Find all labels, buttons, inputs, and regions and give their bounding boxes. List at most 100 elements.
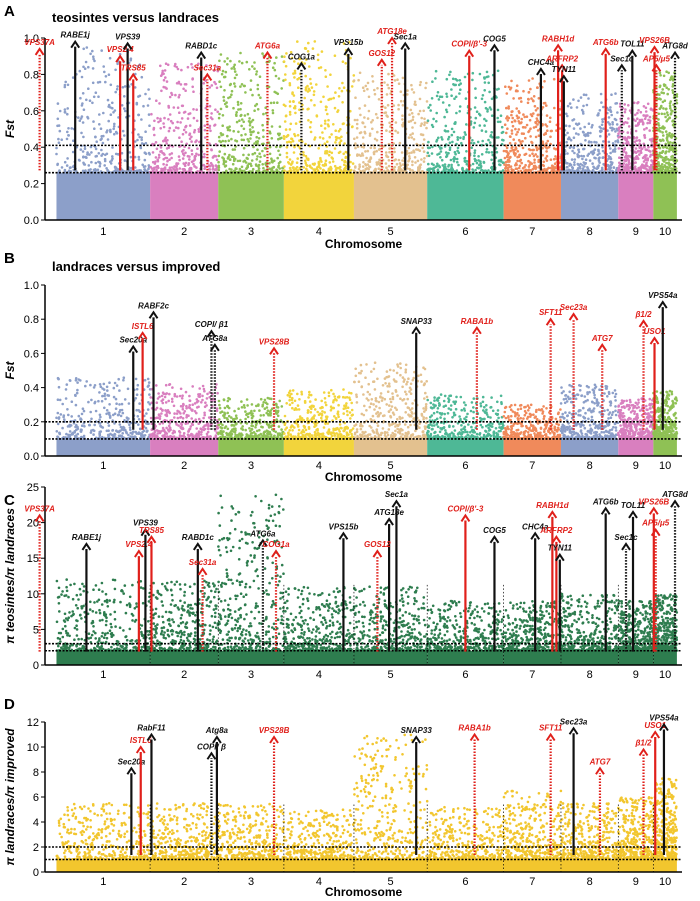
data-point [545,154,549,158]
data-point [399,99,403,103]
data-point [222,162,225,166]
data-point [162,125,166,129]
data-point [589,131,592,135]
data-point [148,124,151,127]
data-point [250,428,254,431]
data-point [530,114,534,118]
data-point [244,417,247,421]
data-point [177,80,181,84]
data-point [266,430,270,433]
data-point [536,107,539,110]
data-point [401,169,404,172]
data-point [219,53,223,56]
data-point [123,95,126,98]
data-point [537,97,541,100]
data-point [111,157,114,160]
data-point [336,110,339,114]
data-point [57,377,60,381]
data-point [462,135,466,139]
data-point [284,114,288,118]
data-point [431,125,435,129]
data-point [333,106,337,110]
data-point [451,140,454,144]
data-point [140,136,143,139]
data-point [259,414,263,417]
data-point [395,162,399,166]
data-point [276,92,280,96]
data-point [410,83,413,87]
data-point [56,435,59,439]
data-point [532,112,535,115]
data-point [366,149,370,153]
data-point [374,112,378,116]
data-point [357,153,361,157]
data-point [176,106,180,109]
data-point [361,165,365,168]
data-point [473,149,477,152]
data-point [62,414,66,417]
data-point [136,138,139,142]
data-point [66,130,69,134]
data-point [507,107,511,110]
data-point [646,157,650,160]
data-point [155,401,159,405]
data-point [543,167,546,171]
data-point [288,100,292,103]
data-point [479,160,482,163]
data-point [151,151,155,154]
data-point [280,405,284,408]
data-point [384,111,388,114]
data-point [517,155,521,158]
data-point [416,159,420,163]
data-point [91,67,95,70]
data-point [516,150,520,153]
data-point [258,160,262,163]
data-point [496,69,500,73]
data-point [71,431,75,435]
data-point [293,145,296,149]
data-point [86,117,90,120]
data-point [112,111,115,114]
data-point [455,79,459,82]
data-point [270,157,273,160]
data-point [97,95,100,98]
data-point [521,140,524,143]
data-point [183,164,187,167]
data-point [508,135,512,138]
data-point [195,400,199,404]
data-point [172,167,176,171]
data-point [657,161,660,164]
data-point [173,392,177,396]
data-point [662,107,665,110]
data-point [150,112,153,116]
data-point [119,414,123,418]
data-point [246,157,249,160]
data-point [109,162,113,165]
data-point [81,407,85,411]
data-point [412,138,416,141]
data-point [169,119,173,123]
data-point [438,152,441,155]
data-point [316,58,320,62]
data-point [112,395,116,399]
data-point [584,133,588,136]
data-point [207,416,211,419]
data-point [146,429,149,433]
data-point [243,406,246,409]
data-point [285,155,289,159]
data-point [449,70,452,74]
data-point [242,120,245,124]
data-point [82,409,86,413]
data-point [217,423,220,427]
data-point [121,129,125,133]
data-point [162,78,166,82]
data-point [636,117,639,120]
data-point [612,166,616,169]
data-point [531,167,535,171]
data-point [206,392,209,396]
data-point [171,400,174,403]
data-point [463,75,467,79]
data-point [248,427,251,430]
data-point [296,133,300,137]
data-point [105,152,109,156]
